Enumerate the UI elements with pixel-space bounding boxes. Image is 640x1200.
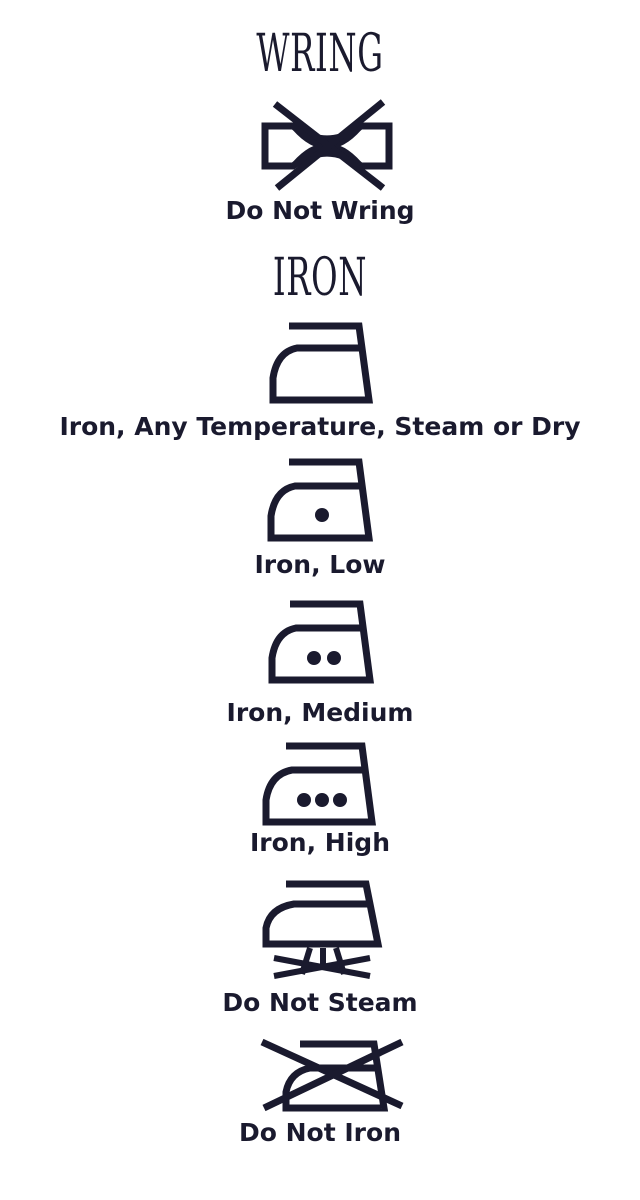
iron-medium-icon [268, 600, 374, 684]
label-do-not-wring: Do Not Wring [225, 196, 415, 225]
label-iron-low: Iron, Low [254, 550, 386, 579]
temperature-dot-icon [315, 508, 329, 522]
label-iron-any-temperature: Iron, Any Temperature, Steam or Dry [59, 412, 581, 441]
do-not-iron-icon [260, 1038, 404, 1112]
do-not-steam-icon [262, 880, 383, 979]
iron-high-icon [262, 742, 376, 826]
label-do-not-iron: Do Not Iron [239, 1118, 401, 1147]
do-not-wring-icon [261, 99, 393, 191]
label-iron-medium: Iron, Medium [226, 698, 414, 727]
iron-any-temperature-icon [269, 322, 374, 404]
section-heading-wring: WRING [256, 24, 384, 84]
label-iron-high: Iron, High [250, 828, 390, 857]
label-do-not-steam: Do Not Steam [222, 988, 418, 1017]
section-heading-iron: IRON [272, 248, 368, 308]
iron-low-icon [267, 458, 373, 542]
